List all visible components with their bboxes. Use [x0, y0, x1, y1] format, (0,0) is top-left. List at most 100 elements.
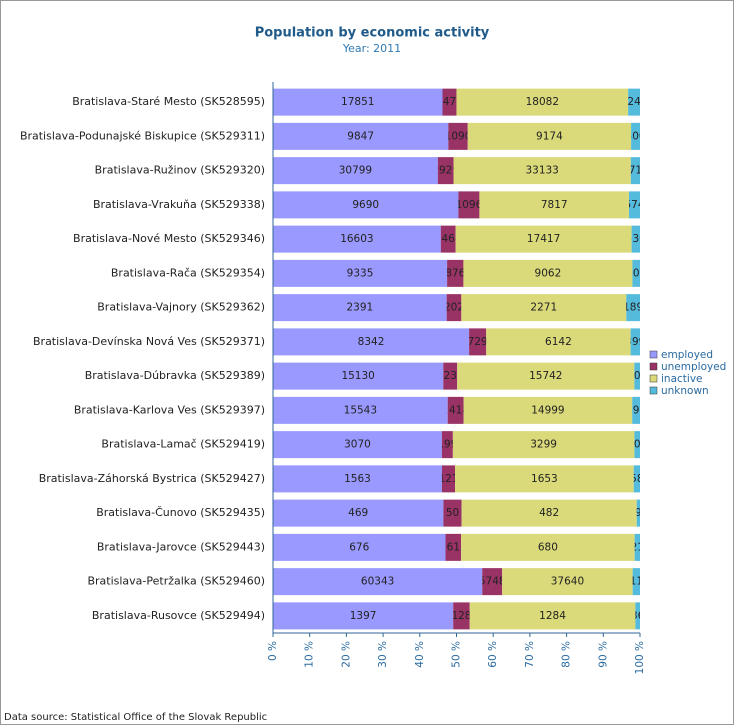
data-label: 1653 — [531, 473, 558, 485]
data-label: 5748 — [479, 576, 506, 588]
data-label: 1472 — [436, 96, 463, 108]
data-label: 876 — [445, 267, 465, 279]
bar-segment — [455, 465, 634, 493]
y-tick-label: Bratislava-Ružinov (SK529320) — [95, 164, 265, 177]
data-label: 1247 — [621, 96, 648, 108]
data-label: 6142 — [545, 336, 572, 348]
data-label: 21 — [631, 541, 644, 553]
x-tick-label: 60 % — [487, 641, 499, 668]
x-tick-label: 90 % — [597, 641, 609, 668]
data-label: 1713 — [622, 165, 649, 177]
bar-segment — [457, 362, 635, 390]
data-label: 17851 — [341, 96, 374, 108]
y-tick-label: Bratislava-Dúbravka (SK529389) — [85, 369, 265, 382]
bar-segment — [463, 259, 633, 287]
y-tick-label: Bratislava-Lamač (SK529419) — [101, 438, 265, 451]
bar-segment — [632, 259, 640, 287]
bar-segment — [273, 533, 446, 561]
y-tick-label: Bratislava-Vrakuňa (SK529338) — [93, 198, 265, 211]
legend-label: inactive — [661, 373, 703, 385]
bar-segment — [633, 465, 640, 493]
data-label: 37640 — [551, 576, 584, 588]
x-tick-label: 10 % — [304, 641, 316, 668]
x-tick-label: 70 % — [524, 641, 536, 668]
legend-swatch — [649, 386, 658, 395]
data-label: 9335 — [347, 267, 374, 279]
bar-segment — [634, 362, 640, 390]
bar-segment — [452, 431, 635, 459]
y-tick-label: Bratislava-Podunajské Biskupice (SK52931… — [20, 129, 265, 142]
y-tick-label: Bratislava-Karlova Ves (SK529397) — [74, 403, 265, 416]
x-tick-label: 20 % — [340, 641, 352, 668]
x-tick-label: 40 % — [414, 641, 426, 668]
bar-segment — [486, 328, 631, 356]
data-label: 676 — [349, 541, 369, 553]
data-label: 500 — [627, 370, 647, 382]
data-label: 18082 — [526, 96, 559, 108]
bar-segment — [446, 294, 462, 322]
bar-segment — [447, 259, 464, 287]
data-label: 102 — [627, 439, 647, 451]
bar-segment — [273, 122, 449, 150]
legend-label: unemployed — [661, 361, 726, 373]
bar-segment — [447, 396, 464, 424]
bar-segment — [440, 225, 456, 253]
data-label: 1236 — [437, 370, 464, 382]
bar-segment — [635, 602, 640, 630]
data-label: 3070 — [344, 439, 371, 451]
bar-segment — [634, 533, 640, 561]
bar-segment — [458, 191, 480, 219]
bar-segment — [273, 396, 448, 424]
data-label: 7817 — [541, 199, 568, 211]
bar-segment — [482, 568, 503, 596]
bar-segment — [273, 499, 444, 527]
data-label: 2271 — [530, 302, 557, 314]
bar-segment — [631, 225, 640, 253]
data-label: 1563 — [344, 473, 371, 485]
bar-segment — [630, 328, 640, 356]
bar-segment — [443, 362, 458, 390]
bar-segment — [632, 396, 640, 424]
x-tick-label: 100 % — [634, 641, 646, 674]
chart-title: Population by economic activity — [255, 26, 490, 41]
legend-label: employed — [661, 349, 713, 361]
x-tick-label: 80 % — [561, 641, 573, 668]
data-label: 17417 — [527, 233, 560, 245]
data-label: 189 — [623, 302, 643, 314]
data-label: 16603 — [340, 233, 373, 245]
data-label: 9847 — [347, 130, 374, 142]
data-label: 202 — [444, 302, 464, 314]
bar-segment — [502, 568, 633, 596]
x-tick-label: 0 % — [267, 641, 279, 661]
data-label: 61 — [447, 541, 460, 553]
data-label: 14999 — [531, 404, 564, 416]
bar-segment — [456, 88, 629, 116]
data-label: 128 — [451, 610, 471, 622]
bar-segment — [445, 533, 462, 561]
bar-segment — [631, 122, 640, 150]
data-label: 2391 — [346, 302, 373, 314]
data-label: 574 — [624, 199, 644, 211]
bar-segment — [437, 157, 454, 185]
bar-segment — [479, 191, 630, 219]
bar-segment — [273, 465, 442, 493]
y-tick-label: Bratislava-Petržalka (SK529460) — [87, 575, 265, 588]
data-label: 36 — [631, 610, 645, 622]
bar-segment — [442, 88, 457, 116]
data-label: 399 — [625, 336, 645, 348]
data-label: 1464 — [435, 233, 462, 245]
y-tick-label: Bratislava-Rusovce (SK529494) — [92, 609, 265, 622]
data-label: 1096 — [456, 199, 483, 211]
data-label: 1397 — [350, 610, 377, 622]
data-label: 469 — [348, 507, 368, 519]
bar-segment — [273, 328, 470, 356]
bar-segment — [461, 294, 627, 322]
bar-segment — [443, 499, 462, 527]
bar-segment — [273, 157, 438, 185]
bar-segment — [455, 225, 632, 253]
data-label: 1284 — [539, 610, 566, 622]
bar-segment — [467, 122, 632, 150]
data-label: 9690 — [352, 199, 379, 211]
bar-segment — [273, 602, 454, 630]
